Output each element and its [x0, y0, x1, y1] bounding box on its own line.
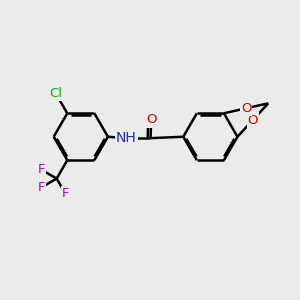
Text: O: O	[241, 102, 251, 115]
Text: F: F	[38, 181, 45, 194]
Text: O: O	[146, 113, 156, 127]
Text: O: O	[248, 113, 258, 127]
Text: Cl: Cl	[49, 87, 62, 100]
Text: F: F	[38, 163, 45, 176]
Text: F: F	[62, 188, 69, 200]
Text: NH: NH	[116, 131, 136, 145]
